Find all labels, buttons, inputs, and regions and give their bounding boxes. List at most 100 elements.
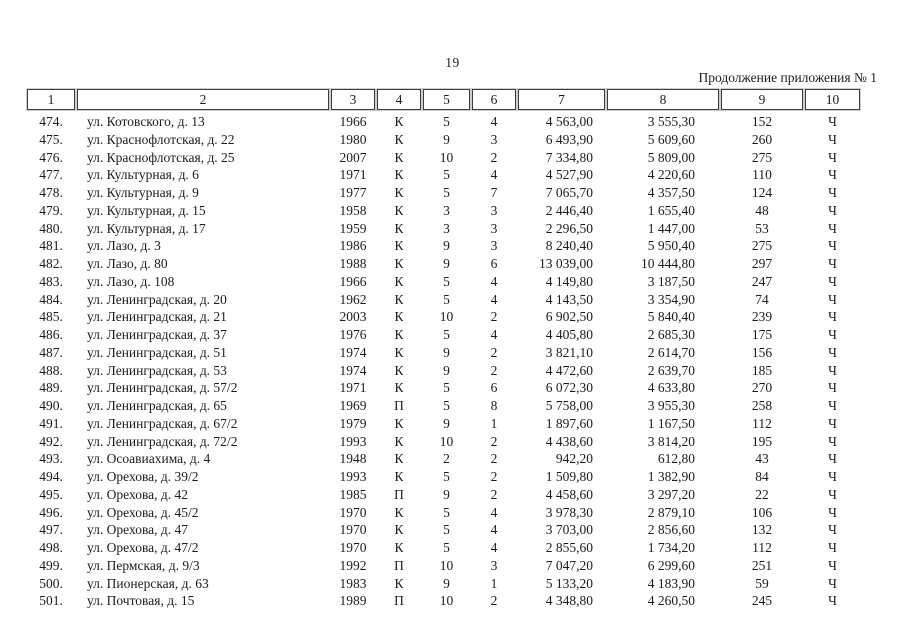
cell: 3 <box>490 131 498 147</box>
cell: Ч <box>828 469 837 484</box>
cell: 239 <box>751 309 773 325</box>
cell: 1962 <box>339 291 367 307</box>
cell: 5 <box>443 291 450 307</box>
cell: 4 438,60 <box>545 433 593 449</box>
cell: 1974 <box>339 344 367 360</box>
cell: 5 <box>443 114 450 129</box>
cell: 59 <box>755 575 769 591</box>
cell: К <box>394 344 404 360</box>
cell: 1 655,40 <box>647 202 695 218</box>
cell: 494. <box>39 469 63 484</box>
cell: Ч <box>828 415 837 431</box>
table-header-row: 1 2 3 4 5 6 7 8 9 10 <box>27 89 860 110</box>
cell: 5 <box>443 273 450 289</box>
cell: К <box>394 167 404 183</box>
cell: К <box>394 415 404 431</box>
cell: 485. <box>39 309 63 325</box>
cell: ул. Культурная, д. 15 <box>87 202 206 218</box>
cell: 3 703,00 <box>545 522 593 538</box>
cell: 112 <box>752 415 772 431</box>
cell: Ч <box>828 131 837 147</box>
cell: 106 <box>751 504 773 520</box>
cell: 4 <box>490 327 498 342</box>
cell: К <box>394 362 404 378</box>
cell: 10 <box>439 557 454 573</box>
table-row: 483. ул. Лазо, д. 108 1966 К 5 4 4 149,80 3 187… <box>27 273 860 291</box>
cell: 1 <box>490 575 498 591</box>
cell: 4 405,80 <box>545 327 593 342</box>
column-number-cell: 5 <box>423 89 470 110</box>
cell: 3 187,50 <box>647 273 695 289</box>
table-row: 481. ул. Лазо, д. 3 1986 К 9 3 8 240,40 5 950,4… <box>27 237 860 255</box>
cell: 2 <box>490 469 498 484</box>
cell: Ч <box>828 291 837 307</box>
cell: ул. Ленинградская, д. 72/2 <box>87 433 238 449</box>
cell: ул. Краснофлотская, д. 22 <box>87 131 235 147</box>
cell: 5 758,00 <box>545 398 593 413</box>
cell: ул. Орехова, д. 47/2 <box>87 540 199 555</box>
cell: 1969 <box>339 398 367 413</box>
cell: 2 <box>490 593 498 609</box>
cell: К <box>394 220 404 236</box>
cell: 1974 <box>339 362 367 378</box>
table-row: 477. ул. Культурная, д. 6 1971 К 5 4 4 527,90 4… <box>27 166 860 184</box>
cell: ул. Пионерская, д. 63 <box>87 575 209 591</box>
cell: 6 <box>490 256 498 271</box>
cell: 2 879,10 <box>647 504 695 520</box>
continuation-note: Продолжение приложения № 1 <box>698 70 877 85</box>
cell: 4 563,00 <box>545 114 593 129</box>
cell: 490. <box>39 398 63 413</box>
cell: 260 <box>751 131 773 147</box>
cell: 2007 <box>339 149 367 165</box>
table-row: 485. ул. Ленинградская, д. 21 2003 К 10 2 6 90… <box>27 308 860 326</box>
cell: 1 447,00 <box>647 220 695 236</box>
cell: 245 <box>751 593 773 609</box>
cell: 9 <box>443 362 450 378</box>
cell: 1986 <box>339 238 367 254</box>
cell: 4 <box>490 504 498 520</box>
cell: 491. <box>39 415 63 431</box>
cell: К <box>394 433 404 449</box>
cell: ул. Почтовая, д. 15 <box>87 593 195 609</box>
cell: 476. <box>39 149 63 165</box>
cell: 1 382,90 <box>647 469 695 484</box>
cell: 112 <box>752 540 772 555</box>
cell: 3 955,30 <box>647 398 695 413</box>
cell: ул. Ленинградская, д. 67/2 <box>87 415 238 431</box>
table-row: 492. ул. Ленинградская, д. 72/2 1993 К 10 2 4 … <box>27 433 860 451</box>
table-row: 487. ул. Ленинградская, д. 51 1974 К 9 2 3 821… <box>27 344 860 362</box>
cell: 1976 <box>339 327 367 342</box>
cell: 124 <box>751 185 773 200</box>
cell: 1 734,20 <box>647 540 695 555</box>
cell: 496. <box>39 504 63 520</box>
cell: ул. Котовского, д. 13 <box>87 114 205 129</box>
cell: К <box>394 504 404 520</box>
cell: К <box>394 291 404 307</box>
cell: 478. <box>39 185 63 200</box>
cell: Ч <box>828 202 837 218</box>
cell: 9 <box>443 486 450 502</box>
cell: 275 <box>751 149 773 165</box>
cell: 3 555,30 <box>647 114 695 129</box>
cell: 1989 <box>339 593 367 609</box>
cell: Ч <box>828 504 837 520</box>
cell: 175 <box>751 327 773 342</box>
cell: ул. Культурная, д. 6 <box>87 167 199 183</box>
table-row: 499. ул. Пермская, д. 9/3 1992 П 10 3 7 047,20… <box>27 557 860 575</box>
cell: 251 <box>751 557 773 573</box>
cell: 258 <box>751 398 773 413</box>
cell: 4 <box>490 540 498 555</box>
table-row: 493. ул. Осоавиахима, д. 4 1948 К 2 2 942,20 61… <box>27 450 860 468</box>
cell: 3 <box>490 202 498 218</box>
cell: 4 472,60 <box>545 362 593 378</box>
cell: К <box>394 202 404 218</box>
cell: 2 296,50 <box>545 220 593 236</box>
cell: 9 <box>443 344 450 360</box>
cell: ул. Краснофлотская, д. 25 <box>87 149 235 165</box>
cell: К <box>394 540 404 555</box>
cell: 132 <box>751 522 773 538</box>
column-number-cell: 6 <box>472 89 516 110</box>
cell: 2 <box>490 344 498 360</box>
cell: 4 260,50 <box>647 593 695 609</box>
